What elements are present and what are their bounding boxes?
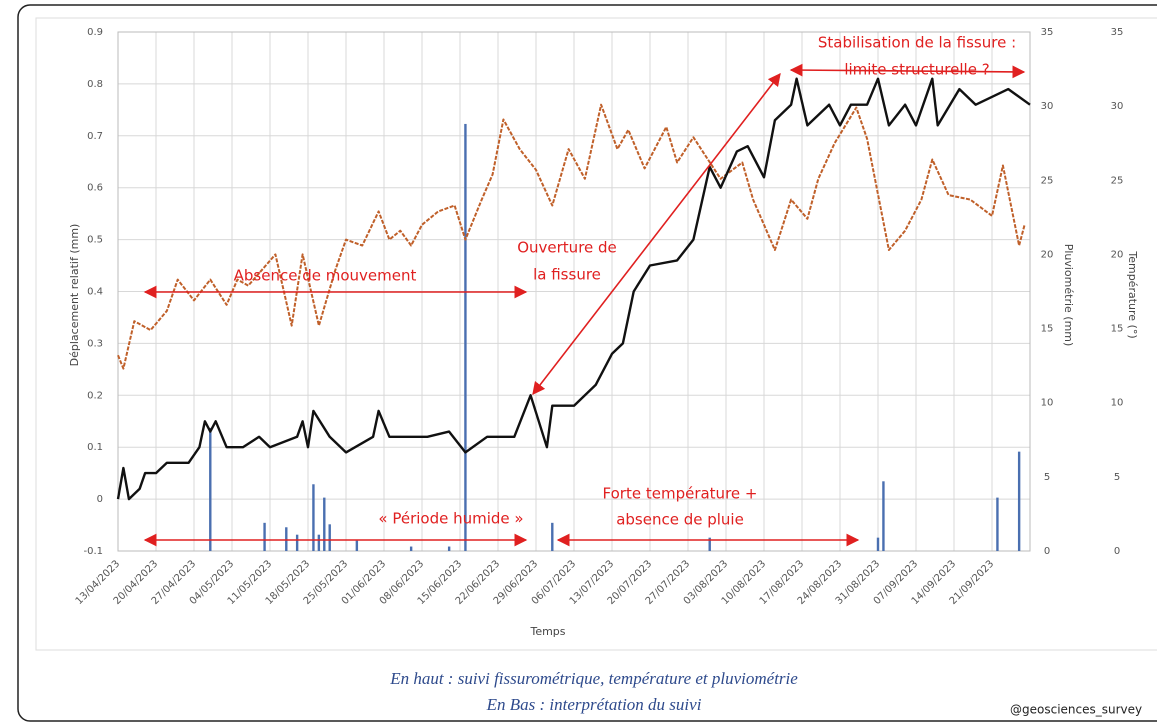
bar bbox=[882, 481, 885, 551]
chart-frame bbox=[35, 17, 1157, 651]
bar bbox=[312, 484, 315, 551]
y2-tick-label: 35 bbox=[1041, 27, 1054, 38]
y-tick-label: 0.5 bbox=[87, 235, 103, 246]
bar bbox=[996, 497, 999, 551]
caption: En Bas : interprétation du suivi bbox=[486, 695, 702, 714]
y2-axis-label: Pluviométrie (mm) bbox=[1062, 244, 1075, 347]
y-tick-label: 0.7 bbox=[87, 131, 103, 142]
y2-tick-label: 0 bbox=[1044, 546, 1050, 557]
bar bbox=[1017, 451, 1021, 551]
y3-tick-label: 25 bbox=[1111, 175, 1124, 186]
plot: -0.1 0 0.1 0.2 0.3 0.4 0.5 0.6 0.7 0.8 0.9 0 5 10 15 20… bbox=[74, 27, 1124, 607]
y3-tick-label: 0 bbox=[1114, 546, 1120, 557]
credit: @geosciences_survey bbox=[1010, 703, 1142, 717]
arrow bbox=[789, 63, 1026, 79]
y3-tick-label: 10 bbox=[1111, 398, 1124, 409]
bar bbox=[551, 522, 554, 551]
bar bbox=[323, 497, 326, 551]
annotation: Absence de mouvement bbox=[234, 267, 417, 285]
y2-tick-label: 15 bbox=[1041, 324, 1054, 335]
frame bbox=[17, 4, 1157, 722]
y2-tick-label: 20 bbox=[1041, 249, 1054, 260]
bar bbox=[876, 537, 880, 551]
bar bbox=[355, 540, 359, 551]
y2-tick-label: 10 bbox=[1041, 398, 1054, 409]
y-axis-label: Déplacement relatif (mm) bbox=[68, 224, 81, 367]
y-tick-label: -0.1 bbox=[83, 546, 103, 557]
y3-tick-label: 5 bbox=[1114, 472, 1120, 483]
y-tick-label: 0.9 bbox=[87, 27, 103, 38]
annotation: Stabilisation de la fissure : bbox=[818, 34, 1016, 52]
y3-tick-label: 35 bbox=[1111, 27, 1124, 38]
bar bbox=[464, 123, 467, 552]
arrow bbox=[532, 72, 781, 396]
y2-tick-label: 5 bbox=[1044, 472, 1050, 483]
bar bbox=[263, 522, 266, 551]
caption: En haut : suivi fissurométrique, tempéra… bbox=[389, 669, 798, 688]
y-tick-label: 0.2 bbox=[87, 390, 103, 401]
annotation: absence de pluie bbox=[616, 511, 744, 529]
bar bbox=[447, 546, 451, 551]
y-tick-label: 0.1 bbox=[87, 442, 103, 453]
y3-tick-label: 20 bbox=[1111, 249, 1124, 260]
x-axis-label: Temps bbox=[529, 625, 565, 638]
y3-tick-label: 30 bbox=[1111, 101, 1124, 112]
bar bbox=[409, 546, 413, 551]
bar bbox=[317, 534, 321, 551]
y-tick-label: 0.8 bbox=[87, 79, 103, 90]
y2-tick-label: 25 bbox=[1041, 175, 1054, 186]
annotation: Ouverture de bbox=[517, 239, 617, 257]
annotation: la fissure bbox=[533, 266, 601, 284]
bar bbox=[209, 427, 212, 551]
plot-border bbox=[117, 31, 1031, 552]
arrows bbox=[143, 63, 1026, 547]
y-tick-label: 0.4 bbox=[87, 287, 103, 298]
bar bbox=[328, 524, 331, 551]
y2-tick-label: 30 bbox=[1041, 101, 1054, 112]
y-tick-label: 0.6 bbox=[87, 183, 103, 194]
y3-axis-label: Température (°) bbox=[1126, 250, 1139, 338]
annotation: limite structurelle ? bbox=[844, 61, 989, 79]
bar bbox=[295, 534, 299, 551]
annotation: Forte température + bbox=[603, 485, 758, 503]
line bbox=[117, 103, 1026, 370]
bar bbox=[285, 527, 288, 551]
y-tick-label: 0.3 bbox=[87, 338, 103, 349]
line bbox=[116, 77, 1031, 501]
y-tick-label: 0 bbox=[97, 494, 103, 505]
annotation: « Période humide » bbox=[378, 510, 523, 528]
y3-tick-label: 15 bbox=[1111, 324, 1124, 335]
